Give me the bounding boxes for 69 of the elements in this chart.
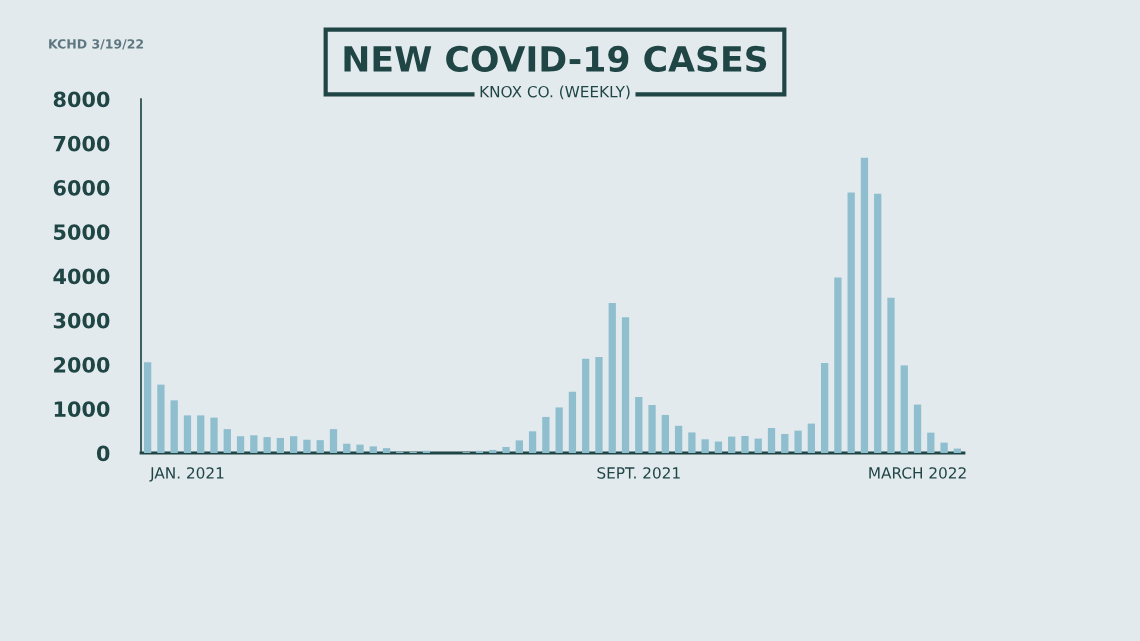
bar	[940, 442, 948, 453]
y-tick-label: 7000	[53, 135, 110, 152]
bar	[820, 362, 829, 453]
bar	[303, 439, 311, 453]
bar	[210, 417, 218, 453]
y-tick-label: 4000	[53, 268, 110, 285]
bar	[343, 443, 351, 453]
bar	[170, 400, 178, 453]
bar	[356, 444, 364, 453]
bar	[528, 431, 537, 453]
bar	[807, 423, 815, 453]
bar	[542, 416, 550, 453]
x-tick-label: SEPT. 2021	[597, 467, 680, 479]
bar	[369, 446, 377, 453]
y-tick-label: 6000	[53, 179, 110, 196]
bar	[276, 437, 285, 453]
bar	[900, 365, 908, 453]
bar	[290, 436, 298, 453]
y-tick-label: 5000	[54, 224, 110, 240]
bar	[382, 448, 391, 453]
bar	[502, 447, 510, 453]
text: KCHD 3/19/22	[49, 39, 144, 50]
bar	[781, 433, 789, 453]
x-tick-label: JAN. 2021	[149, 467, 224, 482]
bar	[728, 436, 736, 453]
bar	[143, 362, 152, 453]
bar	[847, 192, 855, 453]
bar	[183, 415, 192, 453]
y-tick-label: 0	[96, 445, 110, 462]
y-tick-label: 2000	[54, 356, 110, 373]
bar	[157, 384, 165, 453]
bar	[515, 440, 523, 453]
bar	[263, 437, 271, 453]
bar	[874, 193, 882, 453]
bar	[635, 397, 643, 453]
bar	[754, 438, 762, 453]
bar	[250, 435, 258, 453]
bar	[236, 436, 245, 453]
bar	[674, 425, 683, 453]
bar	[701, 439, 709, 453]
chart-subtitle: KNOX CO. (WEEKLY)	[480, 85, 630, 100]
bar	[608, 302, 616, 453]
bar	[568, 391, 577, 453]
bar	[767, 428, 776, 453]
bar	[316, 440, 324, 453]
bar	[860, 157, 869, 453]
bar	[834, 277, 842, 453]
bar	[621, 317, 630, 453]
bar	[582, 358, 590, 453]
bar	[648, 404, 656, 453]
y-tick-label: 3000	[53, 312, 110, 329]
bar	[223, 429, 231, 453]
y-tick-label: 1000	[54, 401, 110, 417]
y-tick-label: 8000	[53, 91, 110, 108]
bar	[329, 429, 338, 453]
bar	[688, 432, 696, 453]
bar	[595, 356, 603, 453]
bar	[555, 407, 563, 453]
bar	[887, 297, 895, 453]
bar	[661, 414, 669, 453]
bar	[714, 441, 723, 453]
bar	[489, 449, 497, 453]
bar	[927, 432, 935, 453]
x-tick-label: MARCH 2022	[869, 467, 966, 479]
bar	[794, 430, 802, 453]
bar	[741, 435, 749, 453]
bar	[913, 404, 922, 453]
bar	[197, 415, 205, 453]
chart-title: NEW COVID-19 CASES	[344, 45, 767, 73]
